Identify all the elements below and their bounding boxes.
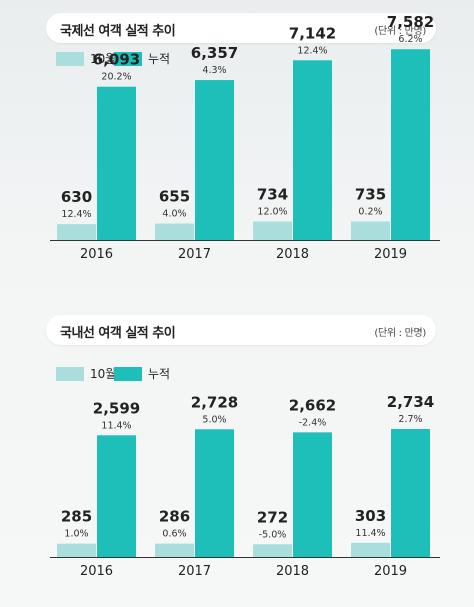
legend-label: 10월: [90, 52, 117, 66]
legend-label: 누적: [148, 52, 171, 66]
growth-label: 0.2%: [358, 207, 382, 218]
bar-monthly: [351, 221, 390, 240]
value-label: 7,582: [387, 13, 434, 31]
bar-cumulative: [97, 86, 136, 240]
value-label: 272: [257, 508, 288, 526]
growth-label: 0.6%: [162, 529, 186, 540]
year-tick-label: 2016: [80, 247, 113, 262]
bar-cumulative: [391, 428, 430, 557]
value-label: 285: [61, 508, 92, 526]
value-label: 734: [257, 186, 288, 204]
value-label: 630: [61, 188, 92, 206]
value-label: 2,728: [191, 393, 238, 411]
growth-label: 5.0%: [202, 414, 226, 425]
bar-monthly: [155, 223, 194, 240]
growth-label: -5.0%: [259, 529, 287, 540]
unit-label: (단위 : 만명): [374, 328, 426, 339]
growth-label: -2.4%: [299, 417, 327, 428]
international-bar-chart: 630 12.4% 6,093 20.2% 2016 655 4.0% 6,357 4.3% 20…: [50, 13, 440, 262]
unit-label: (단위 : 만명): [374, 26, 426, 37]
international-chart-panel: 국제선 여객 실적 추이 (단위 : 만명) 10월 누적 630 12.4% 6,…: [0, 0, 474, 300]
bar-cumulative: [293, 60, 332, 240]
growth-label: 2.7%: [398, 414, 422, 425]
value-label: 7,142: [289, 24, 336, 42]
bar-monthly: [57, 543, 96, 557]
year-tick-label: 2018: [276, 564, 309, 579]
growth-label: 11.4%: [355, 528, 385, 539]
value-label: 6,357: [191, 44, 238, 62]
value-label: 303: [355, 507, 386, 525]
growth-label: 4.0%: [162, 209, 186, 220]
bar-cumulative: [293, 432, 332, 557]
legend-swatch: [56, 367, 84, 381]
year-tick-label: 2018: [276, 247, 309, 262]
bar-monthly: [253, 544, 292, 557]
legend-label: 누적: [148, 367, 171, 381]
growth-label: 20.2%: [101, 72, 131, 83]
chart-title-bar: 국제선 여객 실적 추이 (단위 : 만명): [46, 13, 436, 43]
bar-monthly: [253, 221, 292, 240]
legend-label: 10월: [90, 367, 117, 381]
legend-swatch: [114, 367, 142, 381]
value-label: 735: [355, 186, 386, 204]
value-label: 6,093: [93, 51, 140, 69]
year-tick-label: 2019: [374, 564, 407, 579]
bar-cumulative: [195, 80, 234, 240]
growth-label: 12.0%: [257, 207, 287, 218]
year-tick-label: 2016: [80, 564, 113, 579]
growth-label: 1.0%: [64, 529, 88, 540]
growth-label: 6.2%: [398, 34, 422, 45]
legend-swatch: [56, 52, 84, 66]
chart-title: 국내선 여객 실적 추이: [60, 326, 176, 341]
growth-label: 4.3%: [202, 65, 226, 76]
value-label: 655: [159, 188, 190, 206]
bar-monthly: [57, 224, 96, 240]
growth-label: 11.4%: [101, 420, 131, 431]
value-label: 2,599: [93, 399, 140, 417]
bar-cumulative: [97, 435, 136, 557]
bar-cumulative: [391, 49, 430, 241]
value-label: 2,662: [289, 396, 336, 414]
bar-monthly: [351, 542, 390, 557]
growth-label: 12.4%: [297, 45, 327, 56]
growth-label: 12.4%: [61, 209, 91, 220]
year-tick-label: 2017: [178, 564, 211, 579]
year-tick-label: 2017: [178, 247, 211, 262]
year-tick-label: 2019: [374, 247, 407, 262]
value-label: 2,734: [387, 393, 434, 411]
chart-title: 국제선 여객 실적 추이: [60, 24, 176, 39]
chart-title-bar: 국내선 여객 실적 추이 (단위 : 만명): [46, 315, 436, 345]
bar-cumulative: [195, 429, 234, 557]
legend-swatch: [114, 52, 142, 66]
value-label: 286: [159, 508, 190, 526]
bar-monthly: [155, 543, 194, 557]
